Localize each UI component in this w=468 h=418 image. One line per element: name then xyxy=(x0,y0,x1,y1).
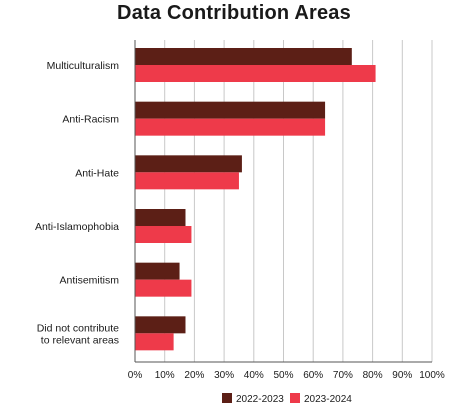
bar xyxy=(135,279,192,297)
x-tick-label: 20% xyxy=(184,370,204,381)
bar xyxy=(135,118,326,136)
x-tick-label: 40% xyxy=(244,370,264,381)
x-tick-label: 80% xyxy=(363,370,383,381)
bar xyxy=(135,316,186,334)
legend: 2022-2023 2023-2024 xyxy=(222,393,352,405)
bar xyxy=(135,226,192,243)
bar xyxy=(135,209,186,226)
x-tick-label: 0% xyxy=(128,370,143,381)
x-tick-label: 50% xyxy=(273,370,293,381)
category-label: to relevant areas xyxy=(41,334,119,346)
bar xyxy=(135,65,376,82)
bar xyxy=(135,101,326,119)
x-tick-label: 30% xyxy=(214,370,234,381)
category-labels: Multiculturalism Anti-Racism Anti-Hate Anti… xyxy=(35,60,119,346)
bar xyxy=(135,172,239,190)
x-tick-labels: 0% 10% 20% 30% 40% 50% 60% 70% 80% 90% 100% xyxy=(128,370,445,381)
legend-label: 2022-2023 xyxy=(236,394,284,405)
x-tick-label: 100% xyxy=(419,370,445,381)
category-label: Multiculturalism xyxy=(47,60,120,72)
chart-title: Data Contribution Areas xyxy=(117,2,351,24)
x-tick-label: 90% xyxy=(392,370,412,381)
bar xyxy=(135,333,174,351)
legend-label: 2023-2024 xyxy=(304,394,352,405)
bars xyxy=(135,48,376,351)
category-label: Did not contribute xyxy=(37,322,119,334)
bar xyxy=(135,48,352,65)
gridlines xyxy=(164,40,433,362)
x-tick-label: 10% xyxy=(155,370,175,381)
category-label: Anti-Racism xyxy=(62,114,119,126)
category-label: Anti-Hate xyxy=(75,167,119,179)
bar xyxy=(135,155,242,173)
category-label: Anti-Islamophobia xyxy=(35,221,119,233)
bar xyxy=(135,262,180,280)
x-tick-label: 70% xyxy=(333,370,353,381)
axes xyxy=(134,40,432,363)
legend-swatch xyxy=(222,393,232,403)
x-tick-label: 60% xyxy=(303,370,323,381)
legend-swatch xyxy=(290,393,300,403)
category-label: Antisemitism xyxy=(59,275,119,287)
